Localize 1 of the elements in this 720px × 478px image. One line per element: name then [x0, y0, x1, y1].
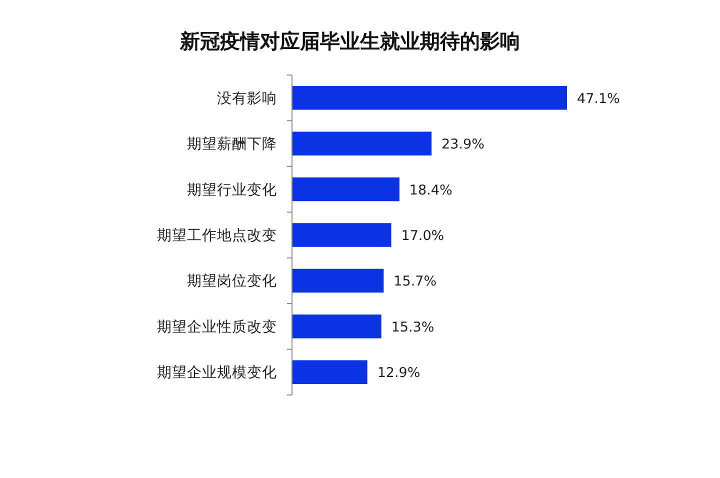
- title: 新冠疫情对应届毕业生就业期待的影响: [180, 29, 520, 53]
